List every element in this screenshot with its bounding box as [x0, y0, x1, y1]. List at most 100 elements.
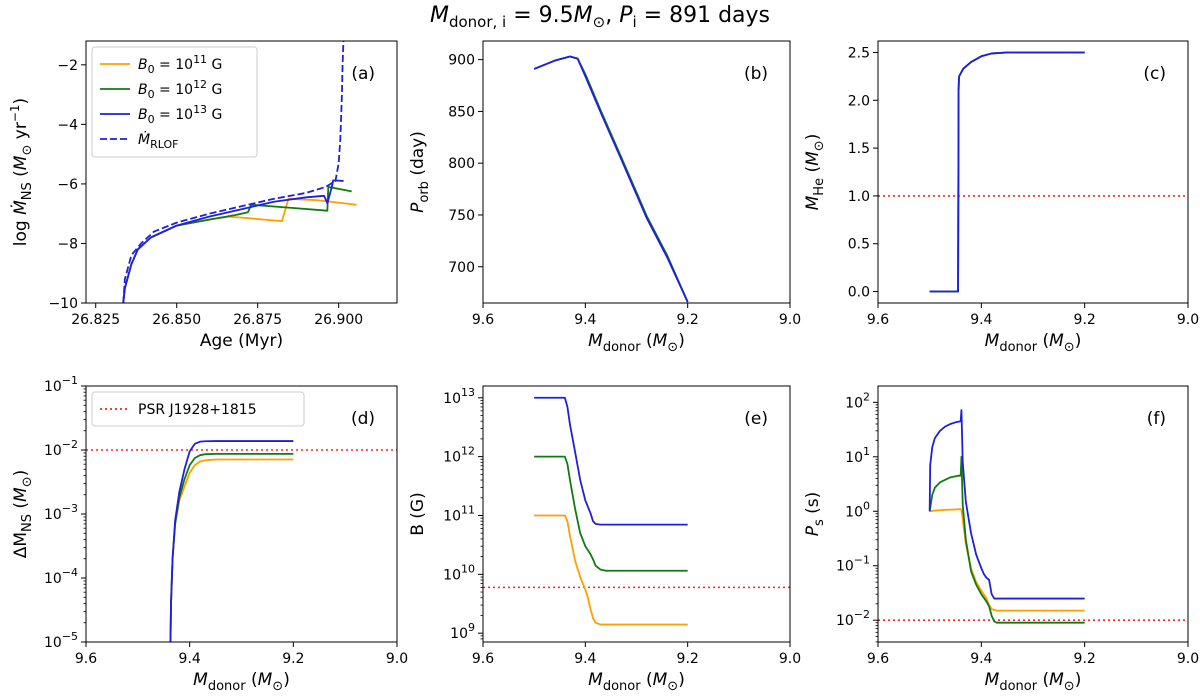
legend: PSR J1928+1815 [91, 391, 305, 427]
y-tick-label: −2 [57, 58, 78, 74]
x-axis-label: Mdonor (M⊙) [985, 670, 1082, 694]
y-tick-label: 101 [845, 445, 870, 466]
x-tick-label: 9.2 [677, 312, 699, 328]
x-tick-label: 9.6 [472, 312, 494, 328]
y-tick-label: 1012 [443, 445, 475, 466]
x-tick-label: 9.0 [1177, 312, 1199, 328]
series-line-B12 [169, 452, 294, 642]
y-axis-label: Ps (s) [803, 492, 827, 537]
series-line-B12 [929, 51, 1085, 293]
axes-frame [85, 385, 398, 643]
x-tick-label: 26.825 [71, 312, 120, 328]
y-tick-label: 10−4 [44, 566, 78, 587]
legend-box [91, 391, 305, 427]
x-tick-label: 9.0 [1177, 651, 1199, 667]
y-tick-label: 10−1 [836, 554, 870, 575]
x-tick-label: 26.875 [233, 312, 282, 328]
series-line-B13-rlof [122, 41, 345, 303]
panel-label: (a) [351, 64, 375, 84]
series-group [122, 41, 357, 303]
y-tick-label: 1011 [443, 503, 475, 524]
axes-frame [877, 40, 1189, 304]
series-line-B13 [122, 179, 344, 303]
y-tick-label: −8 [57, 236, 78, 252]
x-tick-label: 9.6 [472, 651, 494, 667]
x-axis-label: Mdonor (M⊙) [588, 331, 685, 355]
series-line-B13 [928, 409, 1085, 600]
y-tick-label: 100 [845, 499, 870, 520]
y-tick-label: 10−2 [836, 608, 870, 629]
x-tick-label: 9.4 [970, 312, 992, 328]
panel-c: 9.6 9.4 9.2 9.0 0.0 0.5 1.0 1.5 2.0 2.5 (c) Mdonor … [803, 40, 1199, 355]
y-tick-label: −10 [48, 296, 78, 312]
panels-group: 26.825 26.850 26.875 26.900 −10 −8 −6 −4 −2 (a) Ag… [8, 40, 1199, 694]
series-line-B13 [533, 55, 689, 303]
y-tick-label: 800 [448, 156, 475, 172]
series-group [169, 440, 294, 642]
x-axis-label: Age (Myr) [200, 331, 283, 351]
x-tick-label: 9.0 [779, 312, 801, 328]
x-tick-label: 9.4 [179, 651, 201, 667]
y-tick-label: 900 [448, 53, 475, 69]
y-tick-label: −6 [57, 177, 78, 193]
y-tick-label: 0.5 [848, 237, 870, 253]
figure-title: Mdonor, i = 9.5M⊙, Pi = 891 days [430, 3, 770, 31]
y-tick-label: 700 [448, 260, 475, 276]
x-tick-label: 9.4 [970, 651, 992, 667]
y-tick-label: 10−5 [44, 630, 78, 651]
series-line-B13 [929, 51, 1085, 293]
axes-frame [877, 385, 1189, 643]
x-tick-label: 9.6 [867, 651, 889, 667]
series-group [928, 409, 1085, 624]
axes-frame [482, 40, 791, 304]
panel-b: 9.6 9.4 9.2 9.0 700 750 800 850 900 (b) Mdonor (M⊙… [408, 40, 801, 355]
x-axis-label: Mdonor (M⊙) [193, 670, 290, 694]
y-tick-label: 10−3 [44, 502, 78, 523]
panel-f: 9.6 9.4 9.2 9.0 10−2 10−1 100 101 102 (f) Mdonor (… [803, 385, 1199, 694]
series-group [929, 51, 1085, 293]
y-tick-label: 10−2 [44, 438, 78, 459]
x-tick-label: 26.900 [314, 312, 363, 328]
y-tick-label: 10−1 [44, 374, 78, 395]
legend-label: B0 = 1013 G [138, 103, 222, 126]
panel-label: (d) [351, 409, 375, 429]
x-tick-label: 26.850 [152, 312, 201, 328]
panel-label: (b) [744, 64, 768, 84]
y-tick-label: −4 [57, 117, 78, 133]
x-axis-label: Mdonor (M⊙) [985, 331, 1082, 355]
series-line-B13 [169, 440, 294, 642]
series-line-B11 [534, 514, 688, 626]
x-tick-label: 9.2 [1074, 651, 1096, 667]
axes-frame [85, 40, 398, 304]
panel-d: 9.6 9.4 9.2 9.0 10−5 10−4 10−3 10−2 10−1 (d) Mdono… [11, 374, 408, 694]
axes-frame [482, 385, 791, 643]
y-axis-label: log ṀNS (M⊙ yr−1) [8, 98, 35, 246]
y-tick-label: 0.0 [848, 285, 870, 301]
x-tick-label: 9.2 [1074, 312, 1096, 328]
y-tick-label: 750 [448, 208, 475, 224]
series-line-B13 [534, 396, 688, 526]
series-line-B11 [929, 51, 1085, 293]
y-tick-label: 109 [450, 621, 475, 642]
legend: B0 = 1011 GB0 = 1012 GB0 = 1013 G ṀRLOF [91, 46, 258, 158]
y-axis-label: Porb (day) [408, 131, 432, 213]
y-tick-label: 1.5 [848, 141, 870, 157]
legend-label: PSR J1928+1815 [138, 402, 257, 418]
y-tick-label: 2.5 [848, 45, 870, 61]
x-tick-label: 9.6 [867, 312, 889, 328]
y-tick-label: 1.0 [848, 189, 870, 205]
panel-e: 9.6 9.4 9.2 9.0 109 1010 1011 1012 1013 (e) Mdonor… [408, 385, 801, 694]
series-line-B12 [533, 55, 689, 303]
y-axis-label: B (G) [408, 492, 428, 536]
y-tick-label: 102 [845, 390, 870, 411]
x-tick-label: 9.2 [677, 651, 699, 667]
series-line-B12 [928, 455, 1085, 624]
panel-label: (f) [1147, 409, 1166, 429]
x-tick-label: 9.4 [574, 312, 596, 328]
legend-label: B0 = 1012 G [138, 78, 222, 101]
series-line-B11 [533, 55, 689, 303]
series-line-B12 [534, 455, 688, 572]
series-line-B12 [122, 185, 352, 303]
legend-label: B0 = 1011 G [138, 53, 222, 76]
